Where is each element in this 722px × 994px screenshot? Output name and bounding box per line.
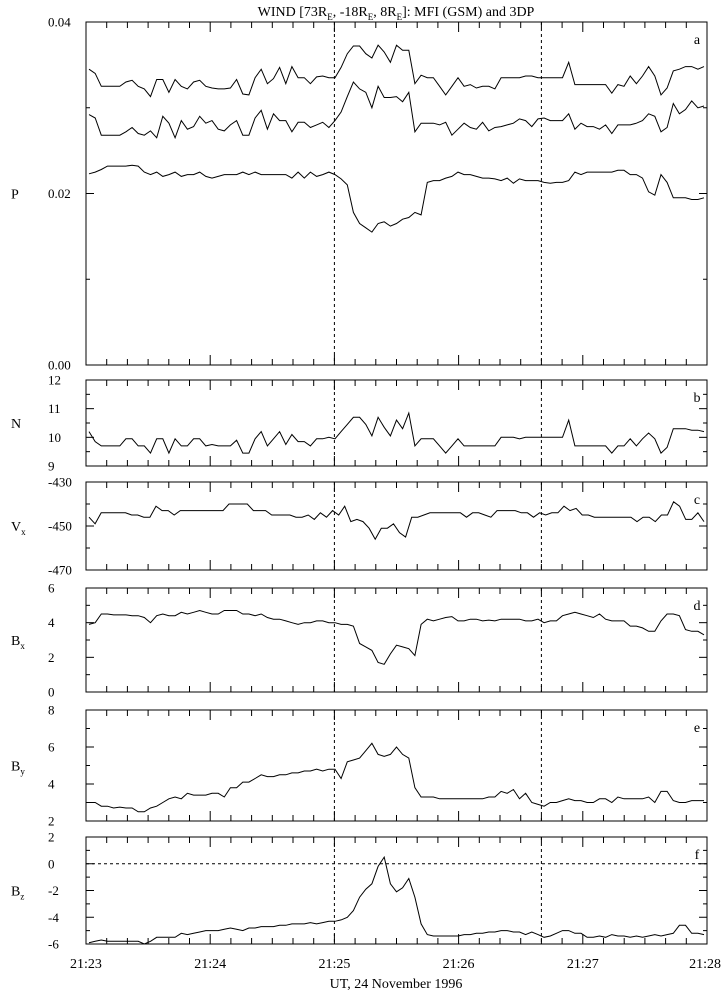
panel-letter: b [694, 391, 701, 406]
panel-d: 0 2 4 6 d Bx [11, 581, 708, 700]
y-axis-label: By [11, 760, 25, 777]
y-tick-label: 10 [48, 430, 61, 445]
panel-frame [85, 709, 708, 822]
y-tick-label: 4 [48, 777, 55, 792]
y-tick-label: 8 [48, 703, 55, 718]
y-axis-label: N [11, 417, 21, 432]
x-tick-label: 21:25 [318, 957, 350, 972]
y-tick-label: 4 [48, 615, 55, 630]
y-axis-label: P [11, 188, 19, 203]
y-tick-label: 12 [48, 373, 61, 388]
panel-frame [85, 379, 708, 467]
y-tick-label: -450 [48, 519, 72, 534]
series-line-a-3 [88, 164, 705, 233]
figure-title: WIND [73RE, -18RE, 8RE]: MFI (GSM) and 3… [258, 5, 535, 22]
series-line-b-1 [88, 411, 705, 455]
y-tick-label: 0 [48, 856, 55, 871]
y-tick-label: 0 [48, 685, 55, 700]
series-line-a-2 [88, 81, 705, 140]
y-axis-label: Vx [11, 520, 26, 537]
y-tick-label: 11 [48, 401, 61, 416]
panel-letter: e [694, 721, 700, 736]
panel-frame [85, 587, 708, 693]
y-tick-label: 2 [48, 830, 55, 845]
y-tick-label: 2 [48, 814, 55, 829]
series-line-c-1 [88, 501, 705, 541]
y-axis-label: Bz [11, 885, 24, 902]
series-line-a-1 [88, 44, 705, 98]
panel-a: 0.00 0.02 0.04 a P [11, 15, 708, 373]
x-tick-label: 21:26 [443, 957, 475, 972]
panels-group: 0.00 0.02 0.04 a P 9 10 11 12 b N -470 -450 -430 c Vx 0 2… [11, 15, 708, 952]
panel-frame [85, 836, 708, 945]
panel-frame [85, 481, 708, 571]
panel-frame [85, 21, 708, 366]
series-line-e-1 [89, 742, 704, 813]
y-tick-label: 0.00 [48, 358, 71, 373]
panel-f: -6 -4 -2 0 2 f Bz [11, 830, 708, 952]
y-tick-label: 0.04 [48, 15, 71, 30]
x-tick-label: 21:23 [70, 957, 102, 972]
y-axis-label: Bx [11, 634, 25, 651]
x-tick-label: 21:27 [567, 957, 599, 972]
x-tick-label: 21:24 [194, 957, 226, 972]
x-axis-label: UT, 24 November 1996 [330, 977, 463, 992]
panel-letter: c [694, 493, 700, 508]
y-tick-label: -2 [48, 883, 59, 898]
y-tick-label: 6 [48, 581, 55, 596]
panel-letter: d [694, 599, 701, 614]
series-line-f-1 [88, 855, 705, 945]
y-tick-label: 2 [48, 650, 55, 665]
y-tick-label: 6 [48, 740, 55, 755]
y-tick-label: -430 [48, 475, 72, 490]
panel-c: -470 -450 -430 c Vx [11, 475, 708, 578]
panel-b: 9 10 11 12 b N [11, 373, 708, 474]
panel-letter: f [695, 848, 700, 863]
y-tick-label: -470 [48, 563, 72, 578]
y-tick-label: 9 [48, 459, 55, 474]
y-tick-label: -6 [48, 937, 59, 952]
series-line-d-1 [88, 609, 705, 665]
y-tick-label: 0.02 [48, 186, 71, 201]
x-axis: 21:23 21:24 21:25 21:26 21:27 21:28 [70, 957, 721, 972]
panel-e: 2 4 6 8 e By [11, 703, 708, 829]
x-tick-label: 21:28 [689, 957, 721, 972]
panel-letter: a [694, 33, 701, 48]
y-tick-label: -4 [48, 910, 59, 925]
